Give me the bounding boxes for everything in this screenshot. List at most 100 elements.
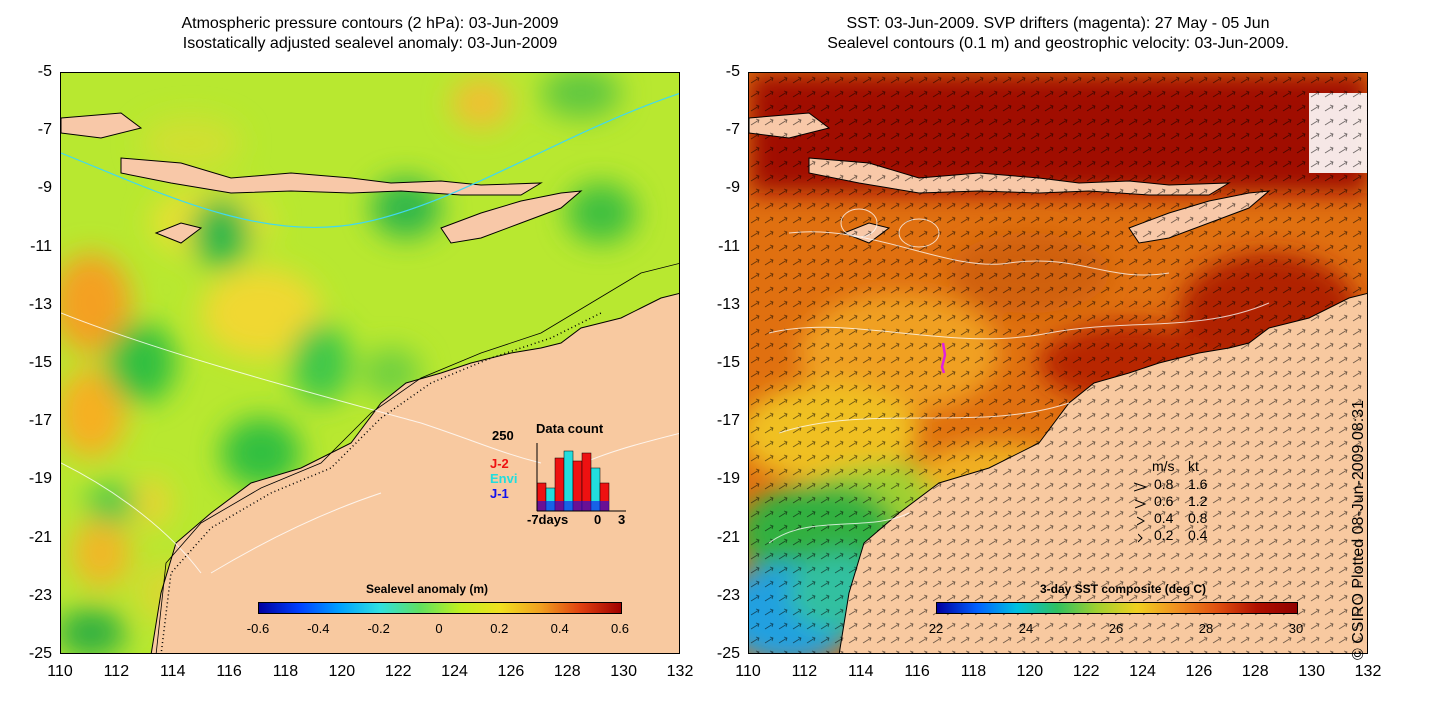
longitude-tick-label: 126 <box>497 663 525 680</box>
velocity-legend-kt: 1.2 <box>1188 493 1208 509</box>
shelf-contour <box>155 263 679 653</box>
longitude-tick-label: 128 <box>553 663 581 680</box>
data-count-ymax: 250 <box>492 428 514 443</box>
data-count-xlabel-start: -7days <box>527 512 569 527</box>
longitude-tick-label: 112 <box>103 663 130 680</box>
latitude-tick-label: -23 <box>28 586 52 604</box>
velocity-legend-header-ms: m/s <box>1152 458 1175 474</box>
right-title-line1: SST: 03-Jun-2009. SVP drifters (magenta)… <box>846 15 1270 32</box>
velocity-legend-kt: 1.6 <box>1188 476 1208 492</box>
latitude-tick-label: -11 <box>718 237 740 255</box>
data-count-title: Data count <box>536 421 604 436</box>
colorbar-tick-label: 26 <box>1108 621 1124 636</box>
indonesian-islands <box>61 112 583 244</box>
longitude-tick-label: 122 <box>1072 663 1100 680</box>
latitude-tick-label: -7 <box>725 121 740 139</box>
australia-landmass <box>150 292 679 653</box>
colorbar-tick-label: -0.2 <box>367 621 390 636</box>
colorbar-tick-label: 0 <box>435 621 443 636</box>
latitude-tick-label: -15 <box>28 354 52 371</box>
longitude-tick-label: 116 <box>904 663 930 680</box>
right-title-line2: Sealevel contours (0.1 m) and geostrophi… <box>827 35 1289 52</box>
latitude-tick-label: -25 <box>28 645 52 662</box>
velocity-legend-ms: 0.8 <box>1154 476 1174 492</box>
latitude-tick-label: -5 <box>725 63 740 80</box>
latitude-tick-label: -13 <box>28 295 52 313</box>
latitude-tick-label: -19 <box>716 470 740 488</box>
latitude-tick-label: -9 <box>37 179 52 197</box>
longitude-tick-label: 122 <box>384 663 412 680</box>
latitude-tick-label: -21 <box>28 528 52 546</box>
colorbar-tick-label: 0.2 <box>490 621 509 636</box>
longitude-tick-label: 120 <box>328 663 356 680</box>
latitude-tick-label: -17 <box>28 412 52 430</box>
series-label-j1: J-1 <box>490 486 509 501</box>
sealevel-contours <box>768 208 1270 544</box>
series-label-envi: Envi <box>490 471 518 486</box>
colorbar-tick-label: 28 <box>1198 621 1214 636</box>
data-count-xlabel-zero: 0 <box>594 512 602 527</box>
left-colorbar <box>258 602 622 614</box>
left-colorbar-title: Sealevel anomaly (m) <box>366 582 489 596</box>
latitude-tick-label: -5 <box>37 63 52 80</box>
velocity-legend-header-kt: kt <box>1188 458 1199 474</box>
latitude-tick-label: -11 <box>30 237 52 255</box>
longitude-tick-label: 114 <box>159 663 186 680</box>
right-colorbar-title: 3-day SST composite (deg C) <box>1040 582 1207 596</box>
latitude-tick-label: -7 <box>37 121 52 139</box>
right-map-title: SST: 03-Jun-2009. SVP drifters (magenta)… <box>748 14 1368 54</box>
longitude-tick-label: 118 <box>272 663 299 680</box>
plot-credit: © CSIRO Plotted 08-Jun-2009 08:31 <box>1350 400 1367 660</box>
sealevel-anomaly-map <box>60 72 680 654</box>
longitude-tick-label: 132 <box>1354 663 1382 680</box>
velocity-legend-kt: 0.4 <box>1188 527 1208 543</box>
velocity-arrow-icon <box>1136 513 1151 529</box>
latitude-tick-label: -25 <box>716 645 740 662</box>
longitude-tick-label: 110 <box>735 663 761 680</box>
longitude-tick-label: 130 <box>610 663 637 680</box>
longitude-tick-label: 116 <box>216 663 242 680</box>
colorbar-tick-label: -0.4 <box>307 621 330 636</box>
latitude-tick-label: -19 <box>28 470 52 488</box>
longitude-tick-label: 120 <box>1016 663 1044 680</box>
sealevel-contour-cyan <box>61 93 679 229</box>
longitude-tick-label: 128 <box>1241 663 1269 680</box>
colorbar-tick-label: 22 <box>928 621 944 636</box>
velocity-arrow-icon <box>1133 479 1148 495</box>
latitude-tick-label: -13 <box>716 295 740 313</box>
colorbar-tick-label: 24 <box>1018 621 1034 636</box>
velocity-arrow-icon <box>1137 530 1152 546</box>
longitude-tick-label: 114 <box>847 663 874 680</box>
latitude-tick-label: -21 <box>716 528 740 546</box>
velocity-legend-ms: 0.2 <box>1154 527 1174 543</box>
latitude-tick-label: -9 <box>725 179 740 197</box>
longitude-tick-label: 130 <box>1298 663 1325 680</box>
longitude-tick-label: 112 <box>791 663 818 680</box>
data-count-histogram <box>536 443 626 512</box>
velocity-arrow-icon <box>1134 496 1149 512</box>
longitude-tick-label: 124 <box>441 663 468 680</box>
velocity-legend-ms: 0.4 <box>1154 510 1174 526</box>
right-colorbar <box>936 602 1298 614</box>
colorbar-tick-label: -0.6 <box>246 621 270 636</box>
colorbar-tick-label: 0.6 <box>610 621 630 636</box>
longitude-tick-label: 126 <box>1185 663 1213 680</box>
velocity-legend-kt: 0.8 <box>1188 510 1208 526</box>
left-map-title: Atmospheric pressure contours (2 hPa): 0… <box>60 14 680 54</box>
sst-map <box>748 72 1368 654</box>
data-count-xlabel-end: 3 <box>618 512 626 527</box>
longitude-tick-label: 110 <box>47 663 73 680</box>
velocity-legend-ms: 0.6 <box>1154 493 1174 509</box>
left-title-line2: Isostatically adjusted sealevel anomaly:… <box>182 35 558 52</box>
longitude-tick-label: 118 <box>960 663 987 680</box>
series-label-j2: J-2 <box>490 456 509 471</box>
velocity-arrows <box>749 73 1367 653</box>
longitude-tick-label: 132 <box>666 663 694 680</box>
dotted-trackline <box>160 312 602 653</box>
latitude-tick-label: -23 <box>716 586 740 604</box>
colorbar-tick-label: 30 <box>1288 621 1304 636</box>
latitude-tick-label: -17 <box>716 412 740 430</box>
svp-drifter-track <box>940 342 947 374</box>
latitude-tick-label: -15 <box>716 354 740 371</box>
longitude-tick-label: 124 <box>1129 663 1156 680</box>
